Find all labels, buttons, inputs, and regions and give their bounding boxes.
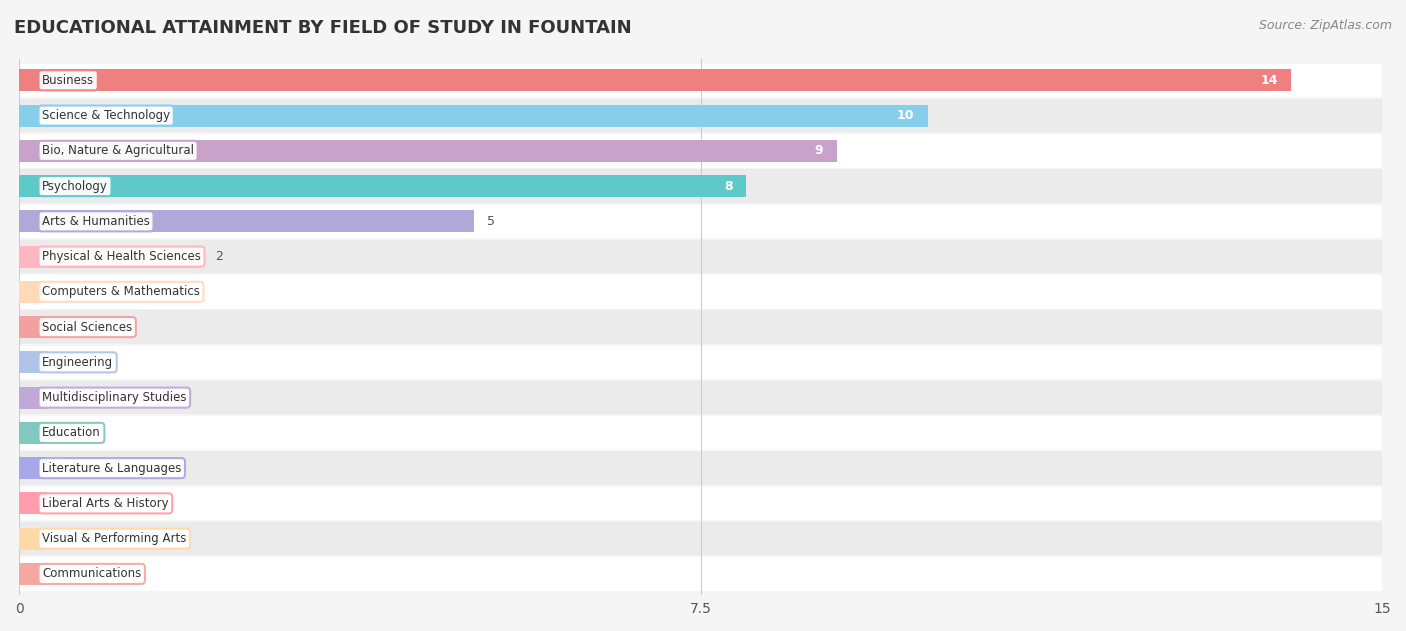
Text: 5: 5 bbox=[488, 215, 495, 228]
Text: Computers & Mathematics: Computers & Mathematics bbox=[42, 285, 200, 298]
Text: 0: 0 bbox=[53, 285, 62, 298]
Bar bbox=[20, 487, 1382, 520]
Text: 0: 0 bbox=[53, 497, 62, 510]
Text: Communications: Communications bbox=[42, 567, 142, 581]
Text: Psychology: Psychology bbox=[42, 180, 108, 192]
Bar bbox=[20, 240, 1382, 273]
Text: 0: 0 bbox=[53, 532, 62, 545]
Text: Liberal Arts & History: Liberal Arts & History bbox=[42, 497, 169, 510]
Bar bbox=[20, 451, 1382, 485]
Bar bbox=[20, 492, 46, 514]
Bar bbox=[20, 522, 1382, 555]
Bar bbox=[20, 210, 474, 232]
Bar bbox=[20, 457, 46, 479]
Bar bbox=[20, 381, 1382, 415]
Bar bbox=[20, 169, 1382, 203]
Bar bbox=[20, 134, 1382, 168]
Text: Multidisciplinary Studies: Multidisciplinary Studies bbox=[42, 391, 187, 404]
Bar bbox=[20, 140, 837, 162]
Text: 0: 0 bbox=[53, 567, 62, 581]
Bar bbox=[20, 563, 46, 585]
Text: Source: ZipAtlas.com: Source: ZipAtlas.com bbox=[1258, 19, 1392, 32]
Bar bbox=[20, 346, 1382, 379]
Text: Science & Technology: Science & Technology bbox=[42, 109, 170, 122]
Text: Bio, Nature & Agricultural: Bio, Nature & Agricultural bbox=[42, 144, 194, 157]
Text: EDUCATIONAL ATTAINMENT BY FIELD OF STUDY IN FOUNTAIN: EDUCATIONAL ATTAINMENT BY FIELD OF STUDY… bbox=[14, 19, 631, 37]
Text: Physical & Health Sciences: Physical & Health Sciences bbox=[42, 250, 201, 263]
Text: Visual & Performing Arts: Visual & Performing Arts bbox=[42, 532, 187, 545]
Text: 0: 0 bbox=[53, 356, 62, 369]
Bar bbox=[20, 422, 46, 444]
Text: Arts & Humanities: Arts & Humanities bbox=[42, 215, 150, 228]
Bar bbox=[20, 275, 1382, 309]
Text: 0: 0 bbox=[53, 391, 62, 404]
Bar bbox=[20, 64, 1382, 97]
Bar bbox=[20, 175, 747, 197]
Bar bbox=[20, 281, 46, 303]
Text: 0: 0 bbox=[53, 321, 62, 334]
Bar bbox=[20, 416, 1382, 450]
Bar bbox=[20, 557, 1382, 591]
Bar bbox=[20, 310, 1382, 344]
Text: Business: Business bbox=[42, 74, 94, 87]
Text: 8: 8 bbox=[724, 180, 733, 192]
Bar bbox=[20, 245, 201, 268]
Text: 0: 0 bbox=[53, 462, 62, 475]
Text: Engineering: Engineering bbox=[42, 356, 114, 369]
Text: Literature & Languages: Literature & Languages bbox=[42, 462, 181, 475]
Text: 14: 14 bbox=[1260, 74, 1278, 87]
Text: 9: 9 bbox=[815, 144, 824, 157]
Bar bbox=[20, 105, 928, 126]
Bar bbox=[20, 387, 46, 408]
Text: 0: 0 bbox=[53, 427, 62, 439]
Bar bbox=[20, 528, 46, 550]
Text: Social Sciences: Social Sciences bbox=[42, 321, 132, 334]
Text: Education: Education bbox=[42, 427, 101, 439]
Bar bbox=[20, 69, 1291, 91]
Bar bbox=[20, 316, 46, 338]
Text: 2: 2 bbox=[215, 250, 222, 263]
Bar bbox=[20, 99, 1382, 133]
Bar bbox=[20, 351, 46, 374]
Bar bbox=[20, 204, 1382, 238]
Text: 10: 10 bbox=[897, 109, 914, 122]
